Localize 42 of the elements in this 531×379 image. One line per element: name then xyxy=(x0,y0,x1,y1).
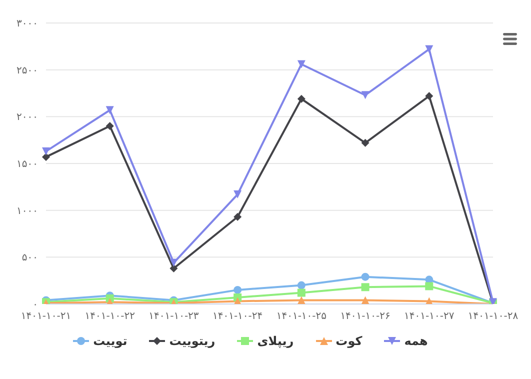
point xyxy=(361,272,370,281)
y-tick-label: ۰ xyxy=(32,300,38,311)
point xyxy=(234,212,242,221)
point xyxy=(297,94,306,103)
point xyxy=(361,138,370,147)
point xyxy=(234,286,242,294)
y-tick-label: ۱۵۰۰ xyxy=(16,159,38,170)
y-tick-label: ۵۰۰ xyxy=(22,252,38,264)
point xyxy=(106,106,114,114)
x-tick-label: ۱۴۰۱-۱۰-۲۸ xyxy=(468,311,519,322)
point xyxy=(361,296,370,304)
x-tick-label: ۱۴۰۱-۱۰-۲۱ xyxy=(20,311,72,322)
y-tick-label: ۱۰۰۰ xyxy=(16,206,38,217)
x-tick-label: ۱۴۰۱-۱۰-۲۶ xyxy=(340,311,390,322)
x-tick-label: ۱۴۰۱-۱۰-۲۳ xyxy=(148,311,200,322)
point xyxy=(106,122,114,130)
x-tick-label: ۱۴۰۱-۱۰-۲۴ xyxy=(212,311,263,322)
point xyxy=(42,152,50,161)
legend-label: ریتوییت xyxy=(169,334,216,348)
point xyxy=(297,281,306,290)
point xyxy=(234,190,242,198)
legend-label: کوت xyxy=(336,334,362,348)
x-tick-label: ۱۴۰۱-۱۰-۲۷ xyxy=(404,311,455,322)
x-tick-label: ۱۴۰۱-۱۰-۲۵ xyxy=(276,311,327,322)
legend-label: توییت xyxy=(93,334,128,348)
point xyxy=(297,288,306,297)
point xyxy=(425,45,434,54)
point xyxy=(361,91,370,100)
point xyxy=(361,283,370,292)
point xyxy=(42,147,50,156)
legend-label: ریپلای xyxy=(257,334,294,348)
y-tick-label: ۳۰۰۰ xyxy=(16,18,38,30)
point xyxy=(297,60,306,68)
point xyxy=(170,258,178,267)
y-tick-label: ۲۰۰۰ xyxy=(16,112,38,124)
point xyxy=(297,296,306,304)
y-tick-label: ۲۵۰۰ xyxy=(16,65,38,76)
point xyxy=(425,282,434,290)
point xyxy=(425,92,434,100)
x-tick-label: ۱۴۰۱-۱۰-۲۲ xyxy=(84,311,135,322)
legend-label: همه xyxy=(404,334,428,348)
point xyxy=(170,264,178,272)
